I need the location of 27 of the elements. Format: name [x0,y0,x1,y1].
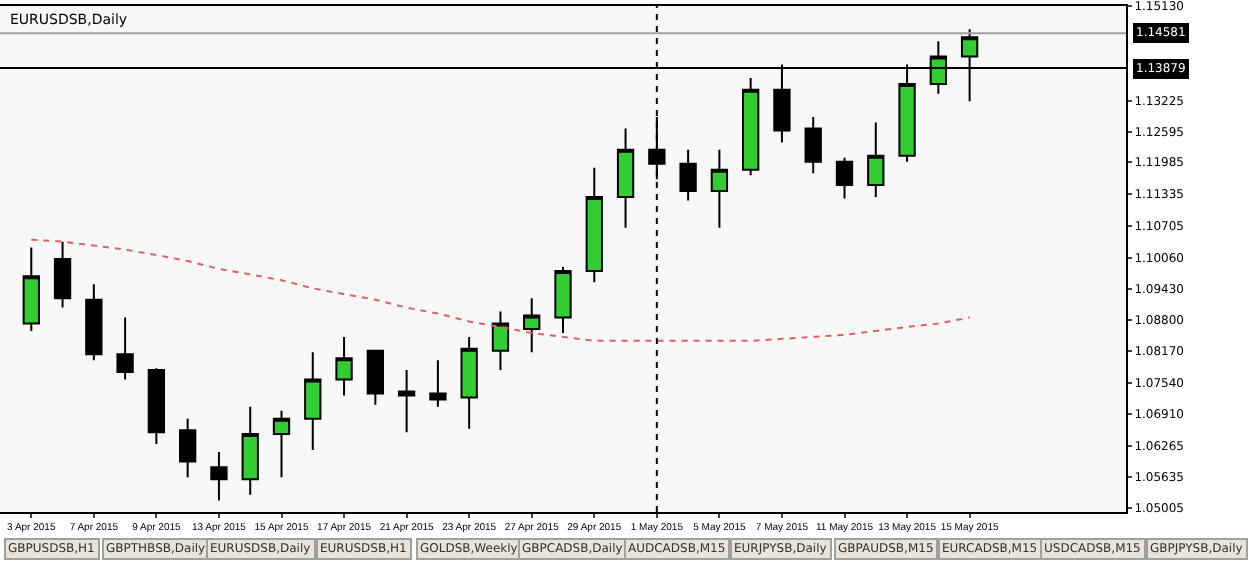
candlestick [210,450,228,502]
candlestick [429,359,447,408]
line-series [30,238,971,342]
candlestick [366,349,384,406]
candlestick [22,246,40,332]
candlestick [804,116,822,175]
candlestick [554,265,572,334]
candlestick [460,335,478,430]
candlestick [272,409,291,479]
candlestick [335,335,353,397]
candlestick [85,283,103,362]
candlestick [147,367,166,446]
candlestick [585,166,603,284]
candlestick [397,369,416,434]
candlestick [179,417,197,479]
candlestick [742,76,760,177]
candlestick [53,240,72,309]
candlestick [710,148,729,229]
candlestick [835,156,854,200]
candlestick [616,127,635,229]
candlestick [491,310,510,372]
candlestick [679,148,697,202]
candlestick [116,316,134,381]
candlestick [304,351,322,451]
candlestick [867,121,885,198]
candlestick [523,297,541,354]
candlestick [241,405,259,496]
